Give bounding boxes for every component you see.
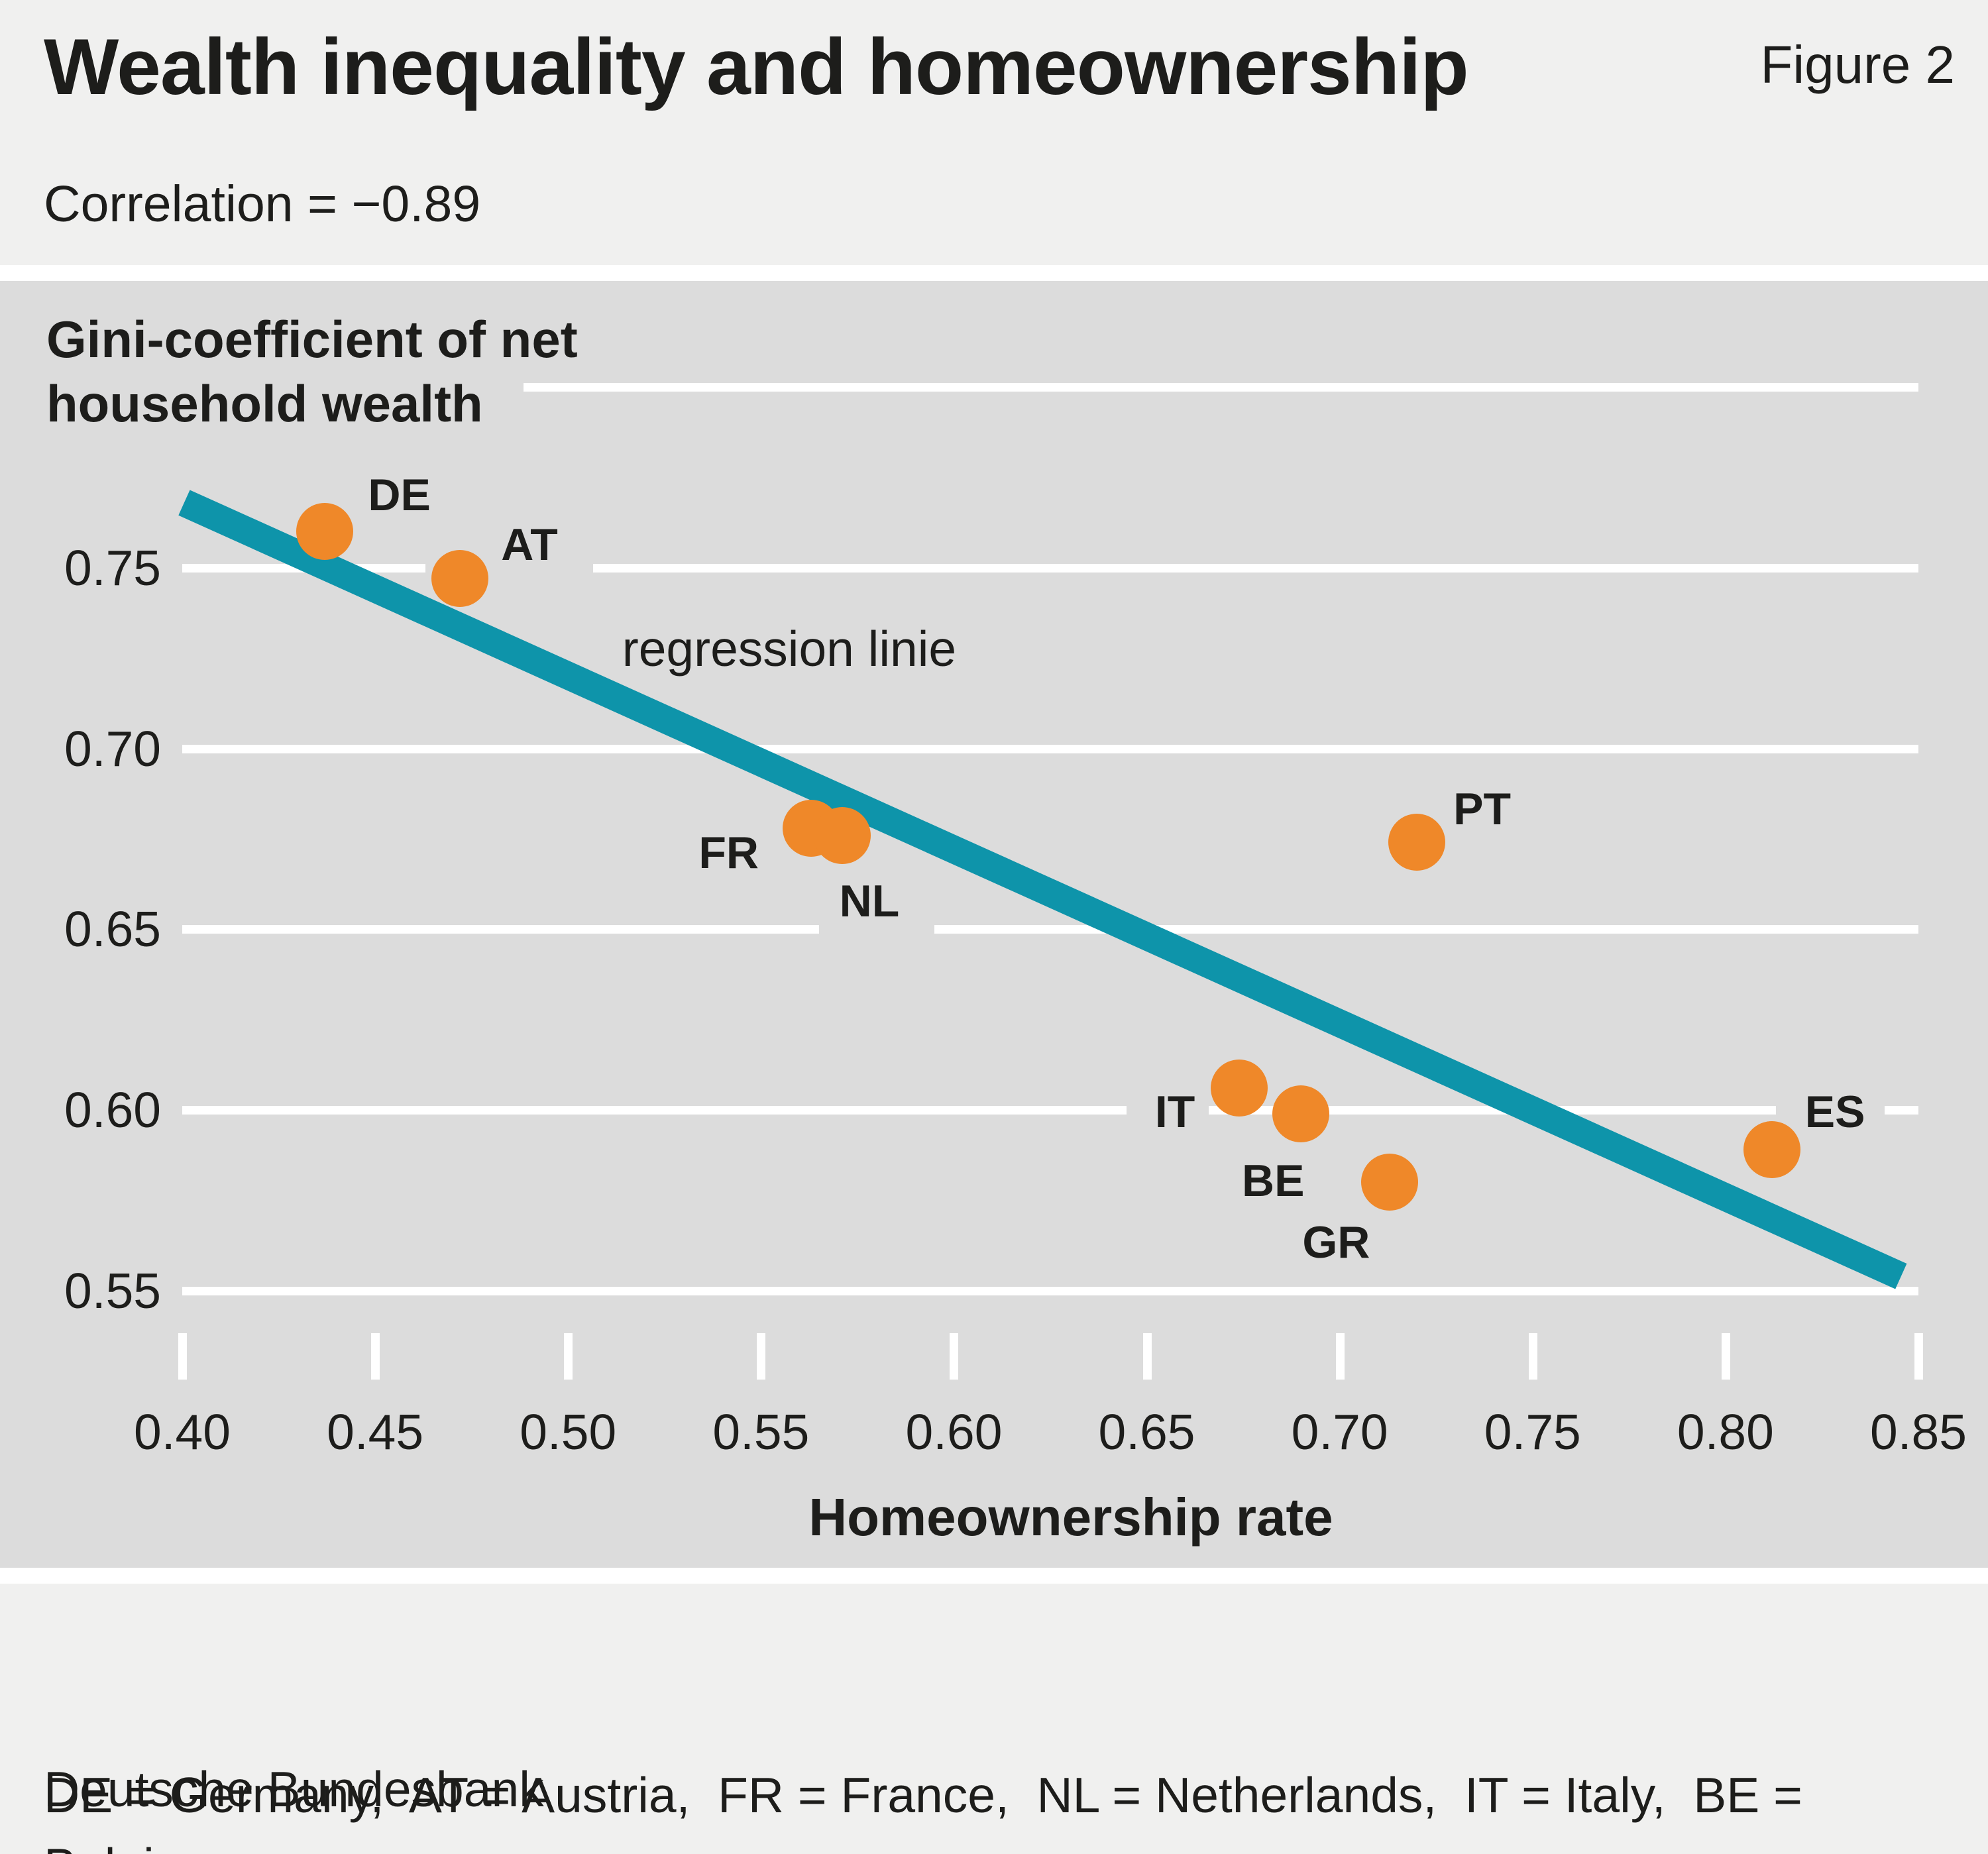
gridline-0.60 <box>182 1106 1127 1115</box>
data-point-es <box>1743 1121 1800 1179</box>
y-tick-label-0.65: 0.65 <box>64 901 161 957</box>
point-label-pt: PT <box>1453 784 1512 835</box>
x-tick-mark-0.60 <box>950 1333 959 1380</box>
gridline-0.60 <box>1208 1106 1776 1115</box>
x-tick-mark-0.40 <box>178 1333 187 1380</box>
gridline-0.80 <box>524 383 1918 392</box>
gridline-0.55 <box>182 1287 1918 1295</box>
gridline-0.65 <box>182 925 819 934</box>
data-point-nl <box>813 806 871 864</box>
x-tick-label-0.55: 0.55 <box>712 1404 810 1460</box>
data-point-gr <box>1361 1154 1419 1211</box>
point-label-at: AT <box>501 519 558 571</box>
point-label-de: DE <box>368 470 431 521</box>
country-code-legend: DE = Germany, AT = Austria, FR = France,… <box>44 1618 1988 1854</box>
x-tick-label-0.60: 0.60 <box>905 1404 1003 1460</box>
source-label: Deutsche Bundesbank <box>44 1761 544 1817</box>
legend-line-1: DE = Germany, AT = Austria, FR = France,… <box>44 1767 1802 1854</box>
data-point-at <box>431 550 489 608</box>
x-tick-mark-0.80 <box>1721 1333 1730 1380</box>
point-label-gr: GR <box>1302 1217 1370 1268</box>
y-tick-label-0.75: 0.75 <box>64 539 161 596</box>
x-tick-mark-0.55 <box>757 1333 766 1380</box>
x-tick-label-0.50: 0.50 <box>520 1404 617 1460</box>
figure-number-label: Figure 2 <box>1760 35 1955 94</box>
y-axis-title: Gini-coefficient of net household wealth <box>46 307 578 436</box>
y-tick-label-0.55: 0.55 <box>64 1263 161 1319</box>
point-label-nl: NL <box>839 875 900 926</box>
regression-line-label: regression linie <box>622 621 957 677</box>
x-tick-mark-0.75 <box>1528 1333 1537 1380</box>
gridline-0.60 <box>1885 1106 1918 1115</box>
page-title: Wealth inequality and homeownership <box>44 23 1469 111</box>
x-axis-title: Homeownership rate <box>808 1488 1333 1547</box>
point-label-fr: FR <box>698 827 759 878</box>
data-point-it <box>1211 1060 1268 1117</box>
regression-line-layer <box>178 490 1907 1289</box>
x-tick-mark-0.45 <box>371 1333 380 1380</box>
x-tick-mark-0.85 <box>1914 1333 1923 1380</box>
data-point-de <box>296 503 354 561</box>
header-separator <box>0 265 1988 281</box>
point-label-be: BE <box>1241 1155 1305 1206</box>
gridline-0.65 <box>934 925 1918 934</box>
y-tick-label-0.60: 0.60 <box>64 1082 161 1138</box>
x-tick-label-0.65: 0.65 <box>1098 1404 1195 1460</box>
y-axis-title-line1: Gini-coefficient of net <box>46 310 578 368</box>
correlation-label: Correlation = −0.89 <box>44 176 481 233</box>
x-tick-mark-0.70 <box>1335 1333 1345 1380</box>
x-tick-mark-0.65 <box>1142 1333 1152 1380</box>
x-tick-label-0.40: 0.40 <box>134 1404 231 1460</box>
x-tick-label-0.70: 0.70 <box>1291 1404 1388 1460</box>
x-tick-label-0.80: 0.80 <box>1677 1404 1774 1460</box>
footer-separator <box>0 1568 1988 1584</box>
gridline-0.75 <box>593 563 1918 573</box>
x-tick-label-0.45: 0.45 <box>327 1404 424 1460</box>
data-point-pt <box>1388 814 1446 871</box>
x-tick-mark-0.50 <box>564 1333 573 1380</box>
y-axis-title-line2: household wealth <box>46 374 483 433</box>
gridline-0.70 <box>182 744 1918 753</box>
x-tick-label-0.85: 0.85 <box>1870 1404 1967 1460</box>
y-tick-label-0.70: 0.70 <box>64 720 161 777</box>
data-point-be <box>1272 1085 1330 1142</box>
scatter-plot-area: Gini-coefficient of net household wealth… <box>0 281 1988 1568</box>
regression-line <box>178 490 1907 1289</box>
point-label-it: IT <box>1154 1087 1195 1138</box>
x-tick-label-0.75: 0.75 <box>1484 1404 1581 1460</box>
point-label-es: ES <box>1804 1087 1865 1138</box>
